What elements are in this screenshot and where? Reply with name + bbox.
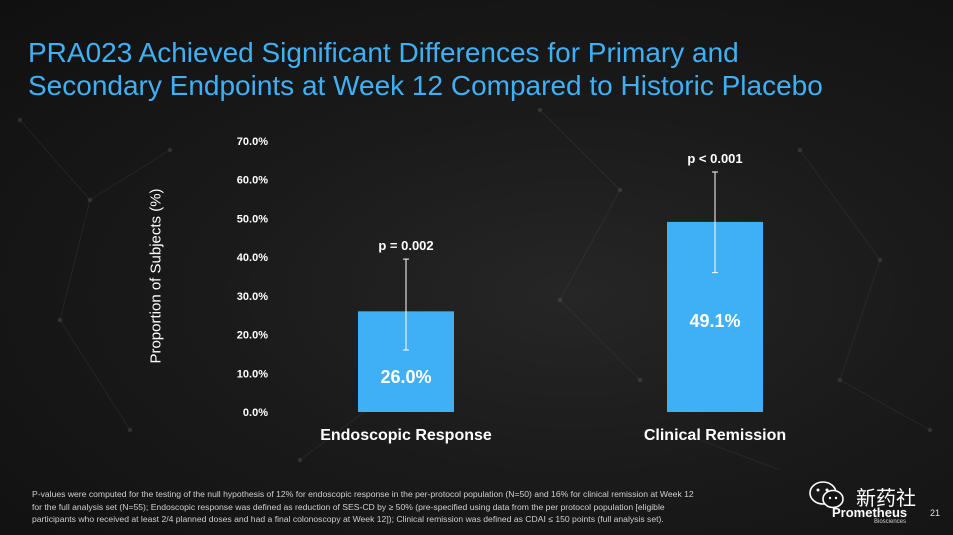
p-value-1: p = 0.002 [378, 238, 433, 253]
brand-name: Prometheus [832, 505, 908, 520]
p-value-2: p < 0.001 [687, 151, 742, 166]
data-label-2: 49.1% [689, 311, 740, 331]
y-tick-label: 0.0% [243, 407, 268, 419]
x-category-label-2: Clinical Remission [644, 427, 786, 444]
y-tick-label: 50.0% [237, 213, 268, 225]
title-line-1: PRA023 Achieved Significant Differences … [28, 37, 739, 68]
x-category-label-1: Endoscopic Response [320, 427, 492, 444]
y-tick-label: 70.0% [237, 136, 268, 148]
page-number: 21 [930, 508, 941, 518]
slide-title: PRA023 Achieved Significant Differences … [28, 36, 928, 102]
y-tick-label: 10.0% [237, 368, 268, 380]
y-tick-label: 40.0% [237, 252, 268, 264]
watermark-text: 新药社 [856, 486, 916, 510]
y-tick-label: 30.0% [237, 291, 268, 303]
data-label-1: 26.0% [380, 367, 431, 387]
footnote-line-2: for the full analysis set (N=55); Endosc… [32, 501, 665, 512]
footnote-line-1: P-values were computed for the testing o… [32, 489, 694, 499]
y-tick-label: 60.0% [237, 175, 268, 187]
wechat-icon [809, 481, 844, 509]
brand-subtitle: Biosciences [874, 519, 907, 525]
footnote: P-values were computed for the testing o… [32, 488, 822, 526]
brand-area: 新药社 Prometheus Biosciences [808, 478, 928, 528]
footnote-line-3: participants who received at least 2/4 p… [32, 514, 664, 524]
y-tick-label: 20.0% [237, 330, 268, 342]
title-line-2: Secondary Endpoints at Week 12 Compared … [28, 70, 823, 101]
